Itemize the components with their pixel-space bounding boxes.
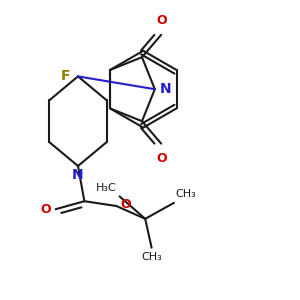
Text: O: O — [40, 203, 51, 216]
Text: N: N — [72, 168, 84, 182]
Text: N: N — [160, 82, 171, 96]
Text: O: O — [120, 198, 131, 211]
Text: O: O — [156, 14, 166, 27]
Text: F: F — [61, 69, 70, 83]
Text: H₃C: H₃C — [96, 183, 117, 193]
Text: CH₃: CH₃ — [141, 252, 162, 262]
Text: CH₃: CH₃ — [176, 189, 197, 199]
Text: O: O — [156, 152, 166, 165]
